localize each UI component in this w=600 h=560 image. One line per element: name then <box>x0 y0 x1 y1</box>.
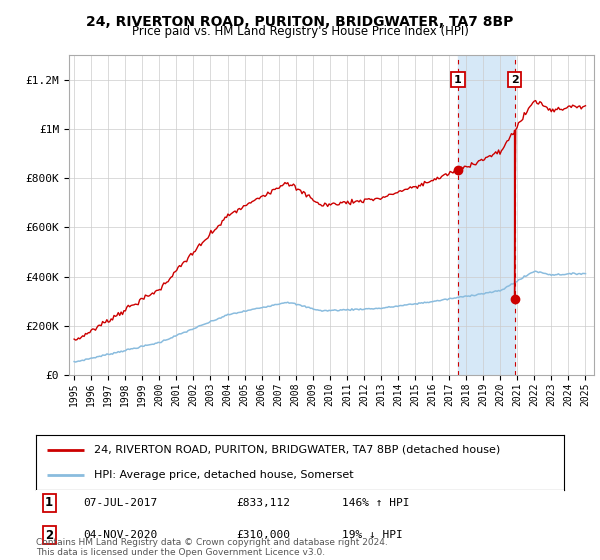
Bar <box>458 55 515 375</box>
Text: HPI: Average price, detached house, Somerset: HPI: Average price, detached house, Some… <box>94 470 354 480</box>
Text: 24, RIVERTON ROAD, PURITON, BRIDGWATER, TA7 8BP (detached house): 24, RIVERTON ROAD, PURITON, BRIDGWATER, … <box>94 445 500 455</box>
Text: 04-NOV-2020: 04-NOV-2020 <box>83 530 158 540</box>
Text: 1: 1 <box>454 74 462 85</box>
Text: 2: 2 <box>45 529 53 542</box>
Text: 2: 2 <box>511 74 518 85</box>
Text: £833,112: £833,112 <box>236 498 290 508</box>
Text: Contains HM Land Registry data © Crown copyright and database right 2024.
This d: Contains HM Land Registry data © Crown c… <box>36 538 388 557</box>
Text: 1: 1 <box>45 496 53 509</box>
Text: 24, RIVERTON ROAD, PURITON, BRIDGWATER, TA7 8BP: 24, RIVERTON ROAD, PURITON, BRIDGWATER, … <box>86 15 514 29</box>
Text: Price paid vs. HM Land Registry's House Price Index (HPI): Price paid vs. HM Land Registry's House … <box>131 25 469 38</box>
Text: 146% ↑ HPI: 146% ↑ HPI <box>342 498 410 508</box>
Text: 07-JUL-2017: 07-JUL-2017 <box>83 498 158 508</box>
Text: 19% ↓ HPI: 19% ↓ HPI <box>342 530 403 540</box>
Text: £310,000: £310,000 <box>236 530 290 540</box>
